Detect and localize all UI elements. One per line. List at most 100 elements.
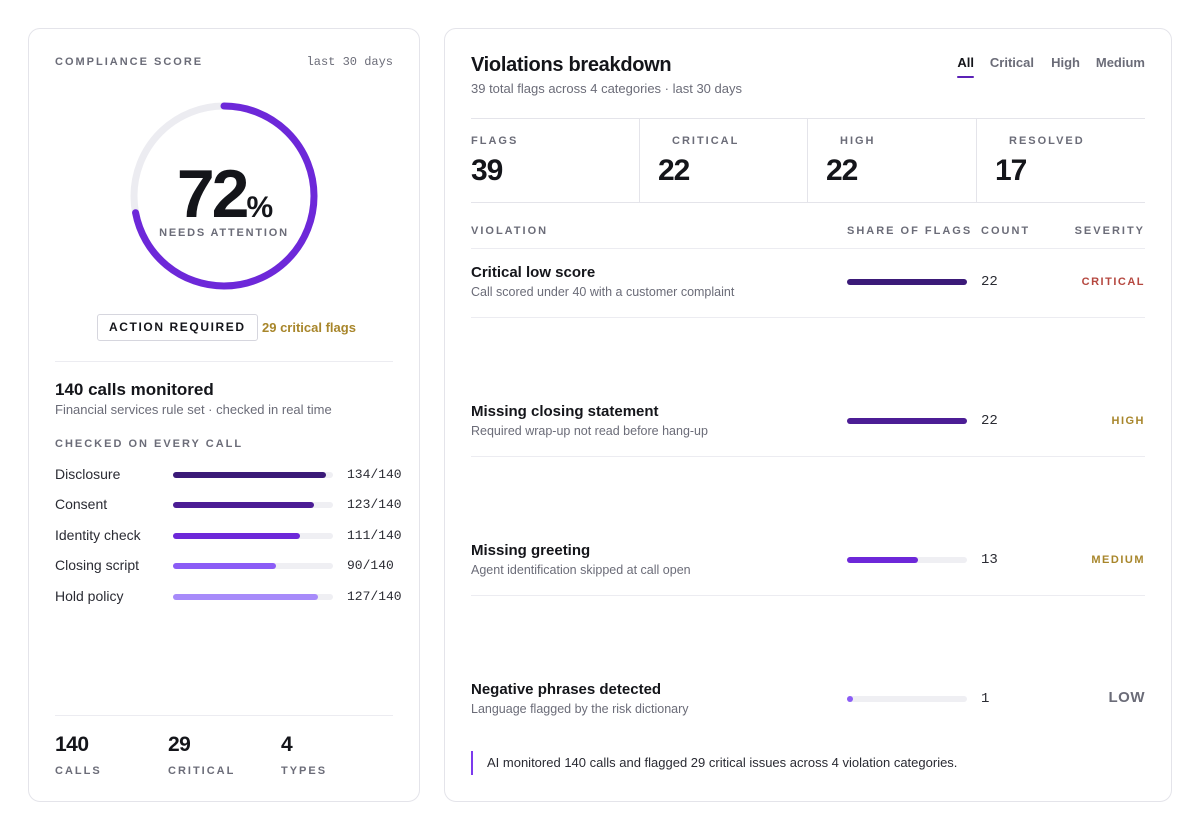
stat-label: HIGH <box>840 135 876 147</box>
severity-label: MEDIUM <box>1091 554 1145 566</box>
check-progress-fill <box>173 533 300 539</box>
compliance-score-value: 72% <box>29 155 421 233</box>
stat-flags: FLAGS 39 <box>471 119 639 203</box>
share-bar-fill <box>847 279 967 285</box>
violation-description: Language flagged by the risk dictionary <box>471 702 689 716</box>
share-bar-track <box>847 418 967 424</box>
check-progress-track <box>173 472 333 478</box>
divider <box>55 361 393 362</box>
critical-flags-note: 29 critical flags <box>262 320 356 335</box>
share-bar-fill <box>847 418 967 424</box>
share-bar-track <box>847 279 967 285</box>
check-progress-fill <box>173 563 276 569</box>
row-divider <box>471 317 1145 318</box>
check-label: Closing script <box>55 557 140 573</box>
violation-title: Missing greeting <box>471 542 591 559</box>
check-label: Consent <box>55 496 108 512</box>
row-divider <box>471 456 1145 457</box>
severity-label: LOW <box>1108 689 1145 706</box>
column-header-violation: VIOLATION <box>471 225 549 237</box>
violation-stats-strip: FLAGS 39 CRITICAL 22 HIGH 22 RESOLVED 17 <box>471 118 1145 203</box>
gauge-arc <box>130 102 318 290</box>
check-label: Disclosure <box>55 466 121 482</box>
check-row-hold-policy: Hold policy 127/140 <box>55 587 402 607</box>
tab-all[interactable]: All <box>957 55 974 78</box>
stat-types: 4 TYPES <box>281 733 327 777</box>
stat-value: 29 <box>168 733 191 756</box>
violation-row[interactable]: Missing closing statement Required wrap-… <box>471 388 1145 458</box>
violation-title: Critical low score <box>471 264 596 281</box>
check-progress-fill <box>173 594 319 600</box>
check-progress-fill <box>173 502 314 508</box>
panel-subtitle: 39 total flags across 4 categories · las… <box>471 81 742 96</box>
stat-critical: CRITICAL 22 <box>639 119 807 203</box>
tab-high[interactable]: High <box>1051 55 1080 70</box>
stat-value: 17 <box>995 154 1027 187</box>
stat-calls: 140 CALLS <box>55 733 102 777</box>
share-bar-fill <box>847 696 853 702</box>
stat-label: CALLS <box>55 765 102 777</box>
score-number: 72 <box>176 156 250 232</box>
violation-row[interactable]: Negative phrases detected Language flagg… <box>471 666 1145 736</box>
tab-critical[interactable]: Critical <box>989 55 1034 70</box>
violation-row[interactable]: Missing greeting Agent identification sk… <box>471 527 1145 597</box>
check-label: Hold policy <box>55 588 124 604</box>
violation-count: 22 <box>981 274 998 290</box>
check-count: 90/140 <box>347 558 394 573</box>
check-label: Identity check <box>55 527 141 543</box>
divider <box>471 248 1145 249</box>
check-count: 127/140 <box>347 589 402 604</box>
check-progress-track <box>173 563 333 569</box>
severity-label: HIGH <box>1111 415 1145 427</box>
score-unit: % <box>246 191 274 224</box>
check-row-closing-script: Closing script 90/140 <box>55 556 401 576</box>
column-header-count: COUNT <box>981 225 1031 237</box>
stat-resolved: RESOLVED 17 <box>976 119 1145 203</box>
score-status: NEEDS ATTENTION <box>159 227 289 239</box>
stat-value: 22 <box>658 154 690 187</box>
action-required-badge: ACTION REQUIRED <box>97 314 258 341</box>
stat-value: 39 <box>471 154 503 187</box>
divider <box>55 715 393 716</box>
check-count: 134/140 <box>347 467 402 482</box>
column-header-severity: SEVERITY <box>1074 225 1145 237</box>
column-header-share: SHARE OF FLAGS <box>847 225 973 237</box>
stat-high: HIGH 22 <box>807 119 976 203</box>
violations-breakdown-card: Violations breakdown 39 total flags acro… <box>444 28 1172 802</box>
share-bar-track <box>847 557 967 563</box>
score-period: last 30 days <box>306 55 393 69</box>
check-row-identity-check: Identity check 111/140 <box>55 526 402 546</box>
violation-description: Required wrap-up not read before hang-up <box>471 424 708 438</box>
violation-count: 22 <box>981 413 998 429</box>
violation-title: Negative phrases detected <box>471 681 662 698</box>
check-progress-track <box>173 594 333 600</box>
check-count: 111/140 <box>347 528 402 543</box>
stat-label: TYPES <box>281 765 328 777</box>
stat-value: 22 <box>826 154 858 187</box>
check-progress-track <box>173 533 333 539</box>
violation-description: Call scored under 40 with a customer com… <box>471 285 735 299</box>
share-bar-track <box>847 696 967 702</box>
ai-summary-note: AI monitored 140 calls and flagged 29 cr… <box>471 751 957 775</box>
stat-label: CRITICAL <box>168 765 236 777</box>
violation-count: 13 <box>981 552 998 568</box>
violation-description: Agent identification skipped at call ope… <box>471 563 691 577</box>
stat-label: FLAGS <box>471 135 519 147</box>
compliance-score-gauge <box>130 102 318 290</box>
calls-monitored-title: 140 calls monitored <box>55 380 214 399</box>
violation-row[interactable]: Critical low score Call scored under 40 … <box>471 249 1145 319</box>
panel-title: Violations breakdown <box>471 54 672 76</box>
violation-title: Missing closing statement <box>471 403 659 420</box>
violation-count: 1 <box>981 691 990 707</box>
check-progress-track <box>173 502 333 508</box>
check-count: 123/140 <box>347 497 402 512</box>
row-divider <box>471 595 1145 596</box>
severity-label: CRITICAL <box>1081 276 1145 288</box>
check-row-disclosure: Disclosure 134/140 <box>55 465 402 485</box>
check-progress-fill <box>173 472 327 478</box>
stat-critical: 29 CRITICAL <box>168 733 235 777</box>
stat-value: 4 <box>281 733 293 756</box>
calls-monitored-subtitle: Financial services rule set · checked in… <box>55 402 332 417</box>
tab-medium[interactable]: Medium <box>1095 55 1145 70</box>
share-bar-fill <box>847 557 918 563</box>
